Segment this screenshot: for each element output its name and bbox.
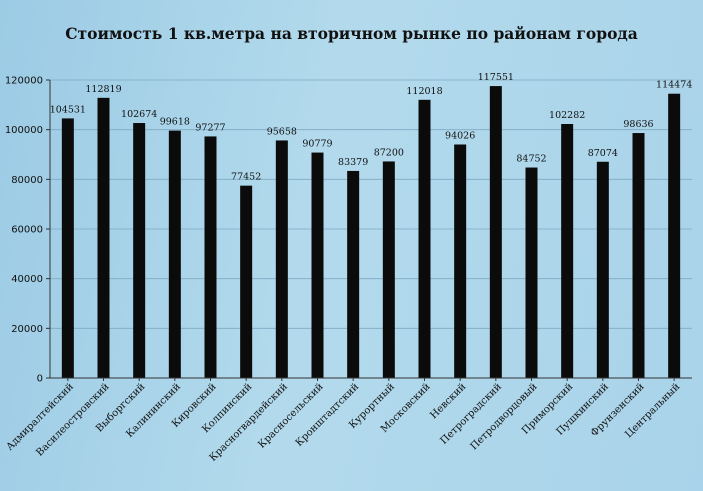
bar xyxy=(525,167,538,378)
data-label: 112018 xyxy=(406,86,442,97)
bar xyxy=(489,86,502,379)
bar xyxy=(418,99,431,379)
data-label: 102282 xyxy=(549,110,585,121)
x-tick-label: Адмиралтейский xyxy=(4,381,76,453)
bar xyxy=(97,97,110,378)
data-label: 102674 xyxy=(121,109,157,120)
bar xyxy=(204,136,217,378)
data-label: 112819 xyxy=(85,84,121,95)
bar xyxy=(61,118,74,379)
bar xyxy=(168,130,181,378)
x-tick-label: Петроградский xyxy=(439,381,505,447)
data-label: 84752 xyxy=(516,154,546,165)
bar xyxy=(668,93,681,378)
chart-title: Стоимость 1 кв.метра на вторичном рынке … xyxy=(65,24,638,43)
bar xyxy=(133,123,146,378)
data-label: 95658 xyxy=(267,126,297,137)
data-label: 104531 xyxy=(50,104,86,115)
y-axis: 0 20000 40000 60000 80000 100000 120000 xyxy=(5,76,51,385)
data-label: 97277 xyxy=(195,122,225,133)
bar xyxy=(632,133,645,378)
x-tick-label: Петродворцовый xyxy=(469,381,540,452)
bar xyxy=(347,170,360,378)
x-tick-label: Кронштадтский xyxy=(294,381,362,449)
data-label: 99618 xyxy=(160,117,190,128)
bar xyxy=(240,185,253,378)
data-label: 77452 xyxy=(231,172,261,183)
bar xyxy=(382,161,395,378)
y-tick-label: 60000 xyxy=(11,225,43,236)
x-axis: АдмиралтейскийВасилеостровскийВыборгский… xyxy=(4,377,692,464)
bars xyxy=(61,86,681,379)
y-tick-label: 80000 xyxy=(11,175,43,186)
data-label: 98636 xyxy=(623,119,653,130)
y-tick-label: 0 xyxy=(37,374,43,385)
data-label: 87074 xyxy=(588,148,618,159)
data-label: 87200 xyxy=(374,147,404,158)
data-label: 94026 xyxy=(445,131,475,142)
x-tick-label: Красносельский xyxy=(256,381,325,450)
y-tick-label: 40000 xyxy=(11,274,43,285)
bar xyxy=(596,161,609,378)
data-label: 114474 xyxy=(656,80,692,91)
gridlines xyxy=(50,79,692,329)
y-tick-label: 20000 xyxy=(11,324,43,335)
y-tick-label: 100000 xyxy=(5,125,43,136)
bar xyxy=(561,123,574,379)
bar xyxy=(311,152,324,378)
data-label: 117551 xyxy=(478,72,514,83)
bar xyxy=(275,140,288,378)
bar xyxy=(454,144,467,378)
data-label: 90779 xyxy=(302,139,332,150)
data-label: 83379 xyxy=(338,157,368,168)
y-tick-label: 120000 xyxy=(5,76,43,87)
